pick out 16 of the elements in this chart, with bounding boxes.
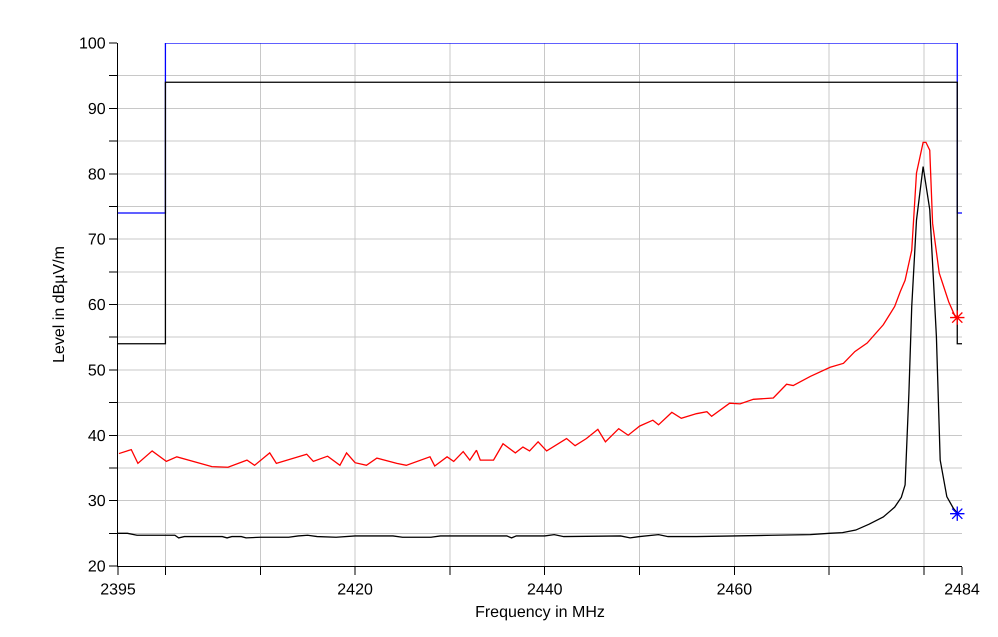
y-tick-label: 80 [88, 166, 106, 184]
x-tick-label: 2420 [337, 581, 373, 598]
y-tick-label: 50 [88, 362, 106, 380]
y-tick-label: 60 [88, 297, 106, 314]
y-axis-title: Level in dBµV/m [50, 246, 68, 363]
x-tick-label: 2440 [526, 581, 563, 598]
y-tick-label: 70 [88, 232, 106, 249]
x-axis-title: Frequency in MHz [475, 604, 605, 622]
y-tick-label: 40 [88, 428, 106, 445]
y-tick-label: 30 [88, 493, 106, 510]
x-tick-label: 2395 [100, 581, 136, 598]
x-tick-label: 2484 [944, 581, 980, 598]
y-tick-label: 100 [78, 36, 106, 53]
x-tick-label: 2460 [716, 581, 752, 598]
y-tick-label: 90 [88, 100, 106, 118]
y-tick-label: 20 [88, 558, 106, 576]
